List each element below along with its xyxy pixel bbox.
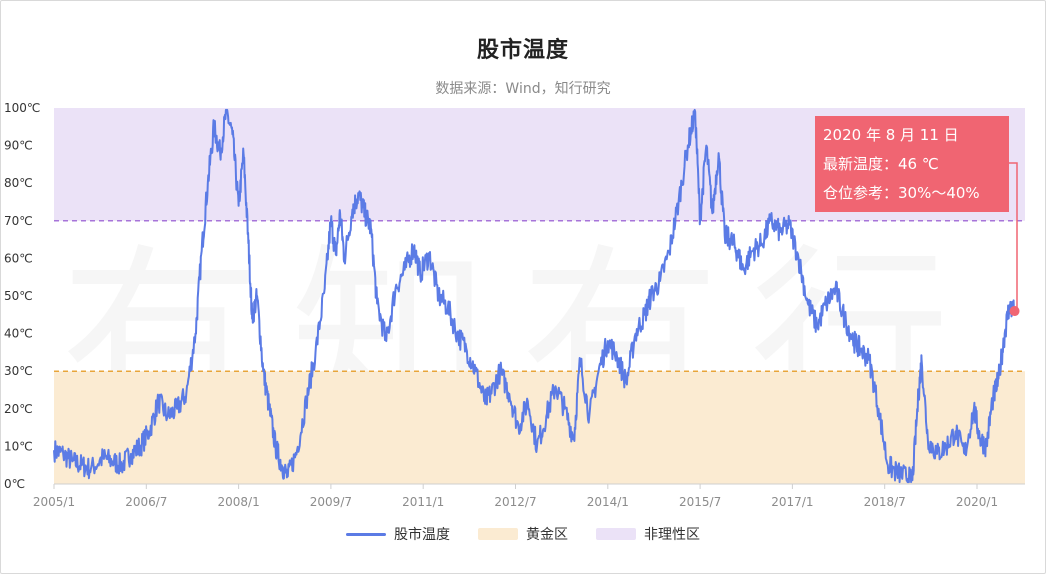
x-tick-label: 2006/7 <box>125 495 167 509</box>
chart-title: 股市温度 <box>476 38 569 63</box>
callout-position: 仓位参考：30%～40% <box>823 184 980 202</box>
legend-label-irrational-zone: 非理性区 <box>644 527 700 543</box>
x-tick-label: 2017/1 <box>771 495 813 509</box>
x-tick-label: 2020/1 <box>956 495 998 509</box>
x-tick-label: 2005/1 <box>33 495 75 509</box>
legend-item-temperature[interactable]: 股市温度 <box>346 524 450 544</box>
x-tick-label: 2009/7 <box>310 495 352 509</box>
callout-tooltip: 2020 年 8 月 11 日 最新温度：46 ℃ 仓位参考：30%～40% <box>815 116 1009 212</box>
legend-label-temperature: 股市温度 <box>394 527 450 543</box>
y-tick-label: 80℃ <box>4 176 33 190</box>
chart-legend: 股市温度 黄金区 非理性区 <box>0 524 1046 544</box>
legend-item-irrational-zone[interactable]: 非理性区 <box>596 524 700 544</box>
y-tick-label: 10℃ <box>4 439 33 453</box>
y-tick-label: 40℃ <box>4 327 33 341</box>
legend-swatch-irrational-zone <box>596 528 636 540</box>
x-tick-label: 2018/7 <box>864 495 906 509</box>
chart-subtitle: 数据来源：Wind，知行研究 <box>435 81 611 97</box>
legend-label-gold-zone: 黄金区 <box>526 527 568 543</box>
y-tick-label: 0℃ <box>4 477 25 491</box>
callout-connector <box>1009 162 1018 312</box>
series-line-temperature <box>53 108 1015 484</box>
x-tick-label: 2014/1 <box>587 495 629 509</box>
legend-item-gold-zone[interactable]: 黄金区 <box>478 524 568 544</box>
y-tick-label: 30℃ <box>4 364 33 378</box>
x-tick-label: 2011/1 <box>402 495 444 509</box>
x-tick-label: 2015/7 <box>679 495 721 509</box>
y-tick-label: 90℃ <box>4 139 33 153</box>
y-tick-label: 100℃ <box>4 101 40 115</box>
x-tick-label: 2012/7 <box>494 495 536 509</box>
legend-swatch-temperature <box>346 532 386 536</box>
x-tick-label: 2008/1 <box>217 495 259 509</box>
legend-swatch-gold-zone <box>478 528 518 540</box>
y-tick-label: 70℃ <box>4 214 33 228</box>
y-tick-label: 50℃ <box>4 289 33 303</box>
callout-date: 2020 年 8 月 11 日 <box>823 126 959 144</box>
callout-temperature: 最新温度：46 ℃ <box>823 155 939 173</box>
y-tick-label: 20℃ <box>4 402 33 416</box>
highlight-point <box>1009 306 1020 317</box>
y-tick-label: 60℃ <box>4 251 33 265</box>
